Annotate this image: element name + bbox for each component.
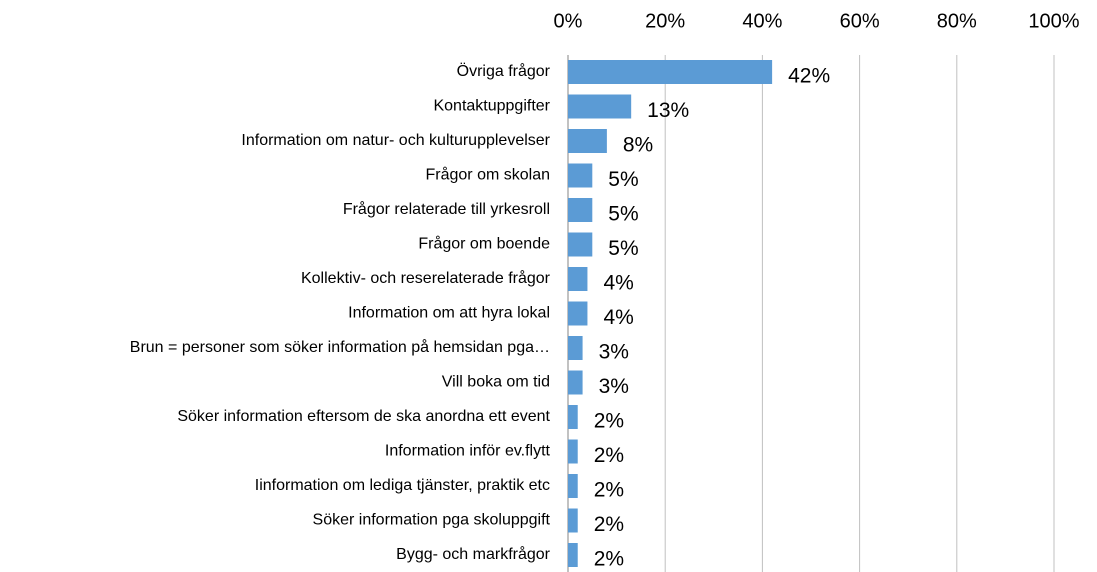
data-label: 2% [594,479,624,502]
bar [568,232,593,257]
data-label: 5% [608,237,638,260]
data-label: 4% [603,306,633,329]
bar [568,129,607,153]
data-label: 2% [594,444,624,467]
bar [568,439,578,464]
category-label: Bygg- och markfrågor [396,545,551,563]
data-label: 3% [599,341,629,364]
x-tick-label: 80% [937,10,977,32]
bar [568,198,593,222]
category-label: Brun = personer som söker information på… [130,338,550,356]
data-label: 2% [594,410,624,433]
data-label: 5% [608,203,638,226]
category-label: Iinformation om lediga tjänster, praktik… [255,477,550,494]
bar [568,163,593,188]
data-label: 3% [599,375,629,398]
bar [568,543,578,567]
x-tick-label: 100% [1028,10,1079,32]
data-label: 2% [594,548,624,571]
bar [568,94,632,119]
bar [568,508,578,533]
category-label: Kontaktuppgifter [433,98,550,115]
category-label: Information om att hyra lokal [348,305,550,322]
category-label: Frågor relaterade till yrkesroll [343,200,550,218]
data-label: 5% [608,168,638,191]
bar [568,301,588,326]
x-tick-label: 60% [840,10,880,32]
category-label: Frågor om skolan [426,166,551,184]
bar [568,267,588,291]
category-label: Information om natur- och kulturupplevel… [241,132,550,149]
data-label: 2% [594,513,624,536]
category-label: Kollektiv- och reserelaterade frågor [301,269,551,287]
data-label: 42% [788,65,830,88]
bar [568,370,583,395]
category-label: Söker information pga skoluppgift [313,512,551,529]
x-tick-label: 0% [554,10,583,32]
bar [568,405,578,429]
x-tick-label: 20% [645,10,685,32]
category-label: Frågor om boende [418,235,550,253]
bar [568,336,583,360]
category-label: Vill boka om tid [442,374,550,391]
category-label: Söker information eftersom de ska anordn… [177,408,550,425]
category-label: Övriga frågor [457,62,551,80]
data-label: 13% [647,99,689,122]
category-label: Information inför ev.flytt [385,443,551,460]
x-tick-label: 40% [742,10,782,32]
data-label: 8% [623,134,653,157]
data-label: 4% [603,272,633,295]
bar [568,474,578,498]
bar [568,60,773,84]
